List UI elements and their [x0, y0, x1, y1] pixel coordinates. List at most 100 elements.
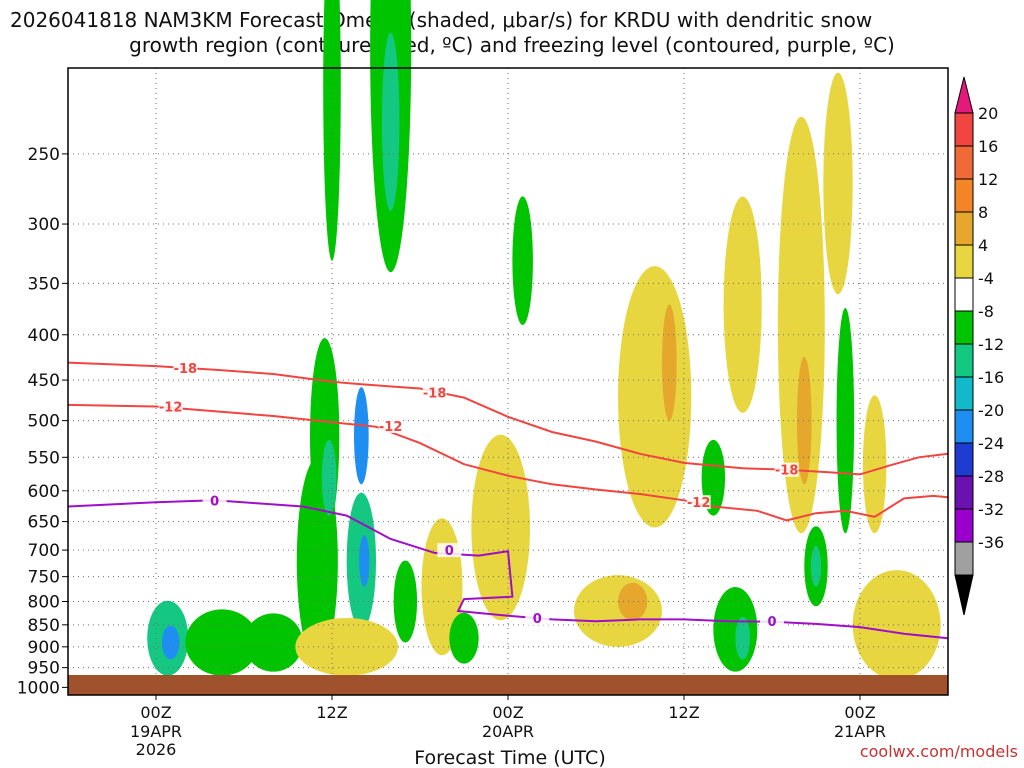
colorbar-segment-5 [954, 244, 974, 279]
contour-label-bg-4 [378, 418, 403, 433]
omega-region-19 [574, 575, 662, 647]
omega-region-20 [618, 582, 648, 621]
colorbar-label-5: -4 [978, 269, 994, 288]
omega-region-31 [823, 72, 853, 295]
omega-region-30 [810, 545, 822, 587]
omega-region-7 [323, 0, 341, 261]
omega-region-3 [244, 613, 303, 672]
colorbar-segment-7 [954, 310, 974, 345]
y-tick-label-450: 450 [28, 371, 60, 391]
colorbar-label-8: -16 [978, 368, 1004, 387]
omega-region-34 [852, 570, 941, 680]
omega-region-25 [735, 616, 751, 660]
colorbar-label-1: 16 [978, 137, 998, 156]
x-tick-label-3: 12Z [668, 703, 699, 722]
x-tick-sublabel-2-0: 20APR [482, 722, 534, 741]
colorbar-label-9: -20 [978, 401, 1004, 420]
colorbar-label-11: -28 [978, 467, 1004, 486]
y-tick-label-850: 850 [28, 616, 60, 636]
colorbar-segment-13 [954, 508, 974, 543]
credit-text: coolwx.com/models [860, 742, 1018, 761]
omega-region-6 [321, 439, 337, 516]
colorbar-label-0: 20 [978, 104, 998, 123]
colorbar-segment-4 [954, 211, 974, 246]
omega-region-18 [512, 196, 533, 326]
omega-region-28 [796, 356, 812, 485]
x-tick-label-2: 00Z [492, 703, 523, 722]
colorbar-segment-9 [954, 376, 974, 411]
colorbar-segment-10 [954, 409, 974, 444]
x-tick-sublabel-0-0: 19APR [130, 722, 182, 741]
omega-region-21 [618, 266, 692, 528]
colorbar-label-12: -32 [978, 500, 1004, 519]
contour-label-bg-2 [774, 462, 799, 477]
contour-label-bg-0 [173, 360, 198, 375]
ground-surface [68, 675, 948, 695]
y-tick-label-700: 700 [28, 541, 60, 561]
contour-label-5: -12 [687, 496, 711, 511]
contour-label-bg-6 [202, 493, 227, 508]
x-tick-sublabel-4-0: 21APR [834, 722, 886, 741]
colorbar-label-6: -8 [978, 302, 994, 321]
gridlines [68, 68, 948, 695]
y-tick-label-250: 250 [28, 145, 60, 165]
omega-region-33 [862, 395, 887, 534]
y-tick-label-550: 550 [28, 448, 60, 468]
contour-label-2: -18 [775, 464, 799, 479]
colorbar-segment-3 [954, 178, 974, 213]
omega-region-32 [836, 307, 855, 534]
x-tick-label-4: 00Z [844, 703, 875, 722]
omega-region-10 [354, 387, 369, 485]
omega-region-16 [449, 612, 479, 664]
colorbar-bottom-arrow [954, 574, 974, 616]
omega-region-2 [185, 609, 259, 676]
colorbar-label-2: 12 [978, 170, 998, 189]
contour-label-8: 0 [533, 612, 542, 627]
omega-region-13 [393, 560, 418, 643]
omega-region-17 [471, 434, 530, 621]
omega-region-1 [161, 625, 180, 660]
contour-label-4: -12 [379, 420, 403, 435]
x-tick-label-1: 12Z [316, 703, 347, 722]
omega-region-24 [713, 587, 758, 672]
colorbar-segment-14 [954, 541, 974, 576]
colorbar: 20 16 12 8 4 -4 -8 -12 -16 -20 -24 -28 -32 -36 [954, 76, 1004, 616]
y-tick-label-800: 800 [28, 593, 60, 613]
y-tick-label-400: 400 [28, 326, 60, 346]
contours: -18 -18 -18 -12 -12 -12 0 0 0 0 [67, 360, 949, 640]
y-tick-label-500: 500 [28, 412, 60, 432]
y-tick-label-300: 300 [28, 215, 60, 235]
y-tick-label-650: 650 [28, 513, 60, 533]
contour-label-bg-7 [437, 543, 462, 558]
y-tick-label-600: 600 [28, 482, 60, 502]
y-tick-label-750: 750 [28, 568, 60, 588]
colorbar-top-arrow [954, 76, 974, 114]
contour-label-bg-5 [686, 495, 711, 510]
colorbar-segment-6 [954, 277, 974, 312]
omega-region-9 [359, 535, 370, 587]
colorbar-label-4: 4 [978, 236, 988, 255]
contour-label-bg-1 [422, 385, 447, 400]
x-axis-label: Forecast Time (UTC) [414, 747, 605, 768]
omega-region-14 [295, 618, 398, 676]
colorbar-segment-11 [954, 442, 974, 477]
omega-region-22 [662, 304, 677, 421]
dgz-minus12-line [67, 403, 949, 522]
y-axis: 2503003504004505005506006507007508008509… [17, 145, 68, 698]
x-tick-sublabel-0-1: 2026 [136, 740, 177, 759]
colorbar-label-3: 8 [978, 203, 988, 222]
contour-label-6: 0 [210, 494, 219, 509]
omega-region-26 [723, 196, 762, 413]
omega-region-12 [381, 32, 400, 211]
title-line-2: growth region (contoured, red, ºC) and f… [129, 33, 895, 57]
plot-area: -18 -18 -18 -12 -12 -12 0 0 0 0 [67, 0, 949, 696]
contour-label-7: 0 [445, 544, 454, 559]
colorbar-segment-2 [954, 145, 974, 180]
y-tick-label-350: 350 [28, 274, 60, 294]
contour-label-bg-8 [525, 610, 550, 625]
colorbar-label-13: -36 [978, 533, 1004, 552]
colorbar-segment-1 [954, 112, 974, 147]
colorbar-label-7: -12 [978, 335, 1004, 354]
contour-label-3: -12 [159, 401, 183, 416]
